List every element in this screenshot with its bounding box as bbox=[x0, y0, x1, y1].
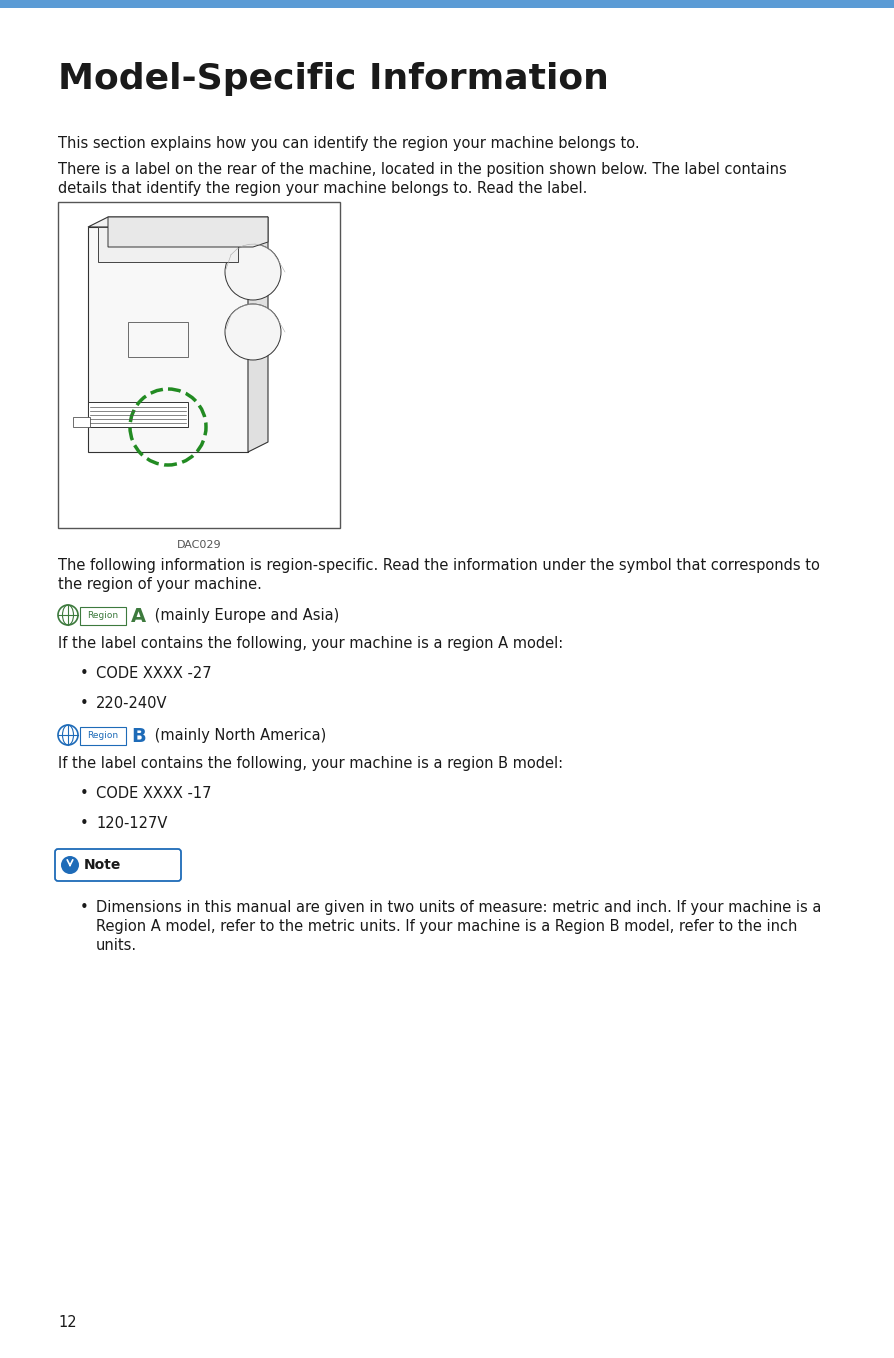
Text: DAC029: DAC029 bbox=[177, 540, 222, 550]
Polygon shape bbox=[88, 217, 268, 227]
Text: 12: 12 bbox=[58, 1315, 77, 1329]
Text: There is a label on the rear of the machine, located in the position shown below: There is a label on the rear of the mach… bbox=[58, 162, 787, 177]
FancyBboxPatch shape bbox=[80, 607, 126, 625]
Text: Region A model, refer to the metric units. If your machine is a Region B model, : Region A model, refer to the metric unit… bbox=[96, 919, 797, 934]
Text: •: • bbox=[80, 786, 89, 801]
Text: •: • bbox=[80, 665, 89, 680]
Text: A: A bbox=[131, 607, 146, 626]
Text: •: • bbox=[80, 816, 89, 831]
FancyBboxPatch shape bbox=[0, 0, 894, 8]
Text: Region: Region bbox=[88, 732, 119, 740]
FancyBboxPatch shape bbox=[58, 202, 340, 528]
Polygon shape bbox=[248, 217, 268, 452]
Text: B: B bbox=[131, 727, 146, 746]
Polygon shape bbox=[108, 217, 268, 247]
Text: The following information is region-specific. Read the information under the sym: The following information is region-spec… bbox=[58, 558, 820, 573]
Text: If the label contains the following, your machine is a region A model:: If the label contains the following, you… bbox=[58, 636, 563, 650]
Circle shape bbox=[225, 304, 281, 360]
Circle shape bbox=[61, 856, 79, 875]
Polygon shape bbox=[88, 402, 188, 426]
Polygon shape bbox=[98, 227, 238, 262]
Polygon shape bbox=[88, 227, 248, 452]
Text: Region: Region bbox=[88, 611, 119, 621]
Text: CODE XXXX -17: CODE XXXX -17 bbox=[96, 786, 212, 801]
Text: the region of your machine.: the region of your machine. bbox=[58, 577, 262, 592]
Text: (mainly Europe and Asia): (mainly Europe and Asia) bbox=[150, 608, 339, 623]
Text: details that identify the region your machine belongs to. Read the label.: details that identify the region your ma… bbox=[58, 181, 587, 196]
Text: 220-240V: 220-240V bbox=[96, 697, 167, 712]
Text: Model-Specific Information: Model-Specific Information bbox=[58, 62, 609, 96]
Text: •: • bbox=[80, 900, 89, 915]
Circle shape bbox=[225, 244, 281, 300]
Text: (mainly North America): (mainly North America) bbox=[150, 728, 326, 743]
FancyBboxPatch shape bbox=[80, 727, 126, 746]
Text: This section explains how you can identify the region your machine belongs to.: This section explains how you can identi… bbox=[58, 136, 639, 151]
Text: 120-127V: 120-127V bbox=[96, 816, 167, 831]
FancyBboxPatch shape bbox=[55, 849, 181, 881]
Text: units.: units. bbox=[96, 938, 137, 953]
Text: Dimensions in this manual are given in two units of measure: metric and inch. If: Dimensions in this manual are given in t… bbox=[96, 900, 822, 915]
Text: CODE XXXX -27: CODE XXXX -27 bbox=[96, 665, 212, 680]
Text: Note: Note bbox=[84, 858, 122, 872]
Polygon shape bbox=[73, 417, 90, 426]
Text: If the label contains the following, your machine is a region B model:: If the label contains the following, you… bbox=[58, 756, 563, 771]
Text: •: • bbox=[80, 697, 89, 712]
FancyBboxPatch shape bbox=[128, 322, 188, 357]
